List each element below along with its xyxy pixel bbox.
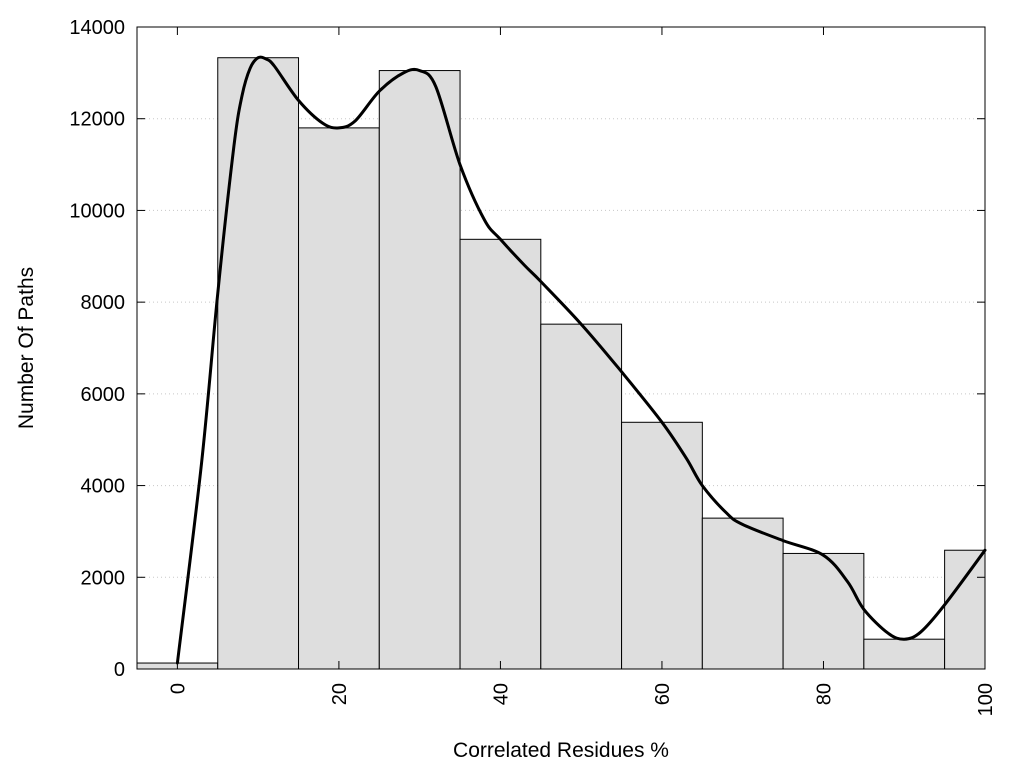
histogram-bar-10 [944, 549, 986, 670]
x-axis-title: Correlated Residues % [453, 739, 669, 762]
x-tick-label-100: 100 [975, 683, 997, 716]
x-tick-label-20: 20 [329, 683, 351, 705]
plot-frame [136, 26, 986, 670]
tick-labels: 0 2000 4000 6000 8000 10000 12000 14000 0 20 40 60 8… [69, 17, 997, 716]
y-tick-label-12000: 12000 [69, 109, 125, 131]
axis-ticks [137, 26, 986, 670]
x-tick-label-80: 80 [813, 683, 835, 705]
y-tick-label-4000: 4000 [81, 476, 126, 498]
x-tick-label-60: 60 [652, 683, 674, 705]
histogram-bar-5 [540, 323, 623, 670]
density-curve [175, 55, 987, 665]
histogram-bars [136, 57, 986, 670]
x-tick-label-0: 0 [167, 683, 189, 694]
y-tick-label-0: 0 [114, 659, 125, 681]
y-tick-label-8000: 8000 [81, 292, 126, 314]
histogram-bar-7 [701, 517, 784, 670]
histogram-bar-6 [621, 421, 703, 670]
y-tick-label-6000: 6000 [81, 384, 126, 406]
y-tick-label-14000: 14000 [69, 17, 125, 39]
y-tick-label-2000: 2000 [81, 567, 126, 589]
histogram-bar-9 [863, 638, 946, 670]
histogram-bar-2 [298, 127, 380, 670]
y-tick-label-10000: 10000 [69, 200, 125, 222]
x-tick-label-40: 40 [490, 683, 512, 705]
histogram-bar-3 [378, 70, 461, 670]
y-axis-title: Number Of Paths [15, 267, 38, 429]
histogram-bar-4 [459, 238, 542, 670]
histogram-bar-1 [217, 57, 300, 670]
histogram-bar-8 [782, 552, 865, 670]
density-curve-line [175, 55, 987, 665]
